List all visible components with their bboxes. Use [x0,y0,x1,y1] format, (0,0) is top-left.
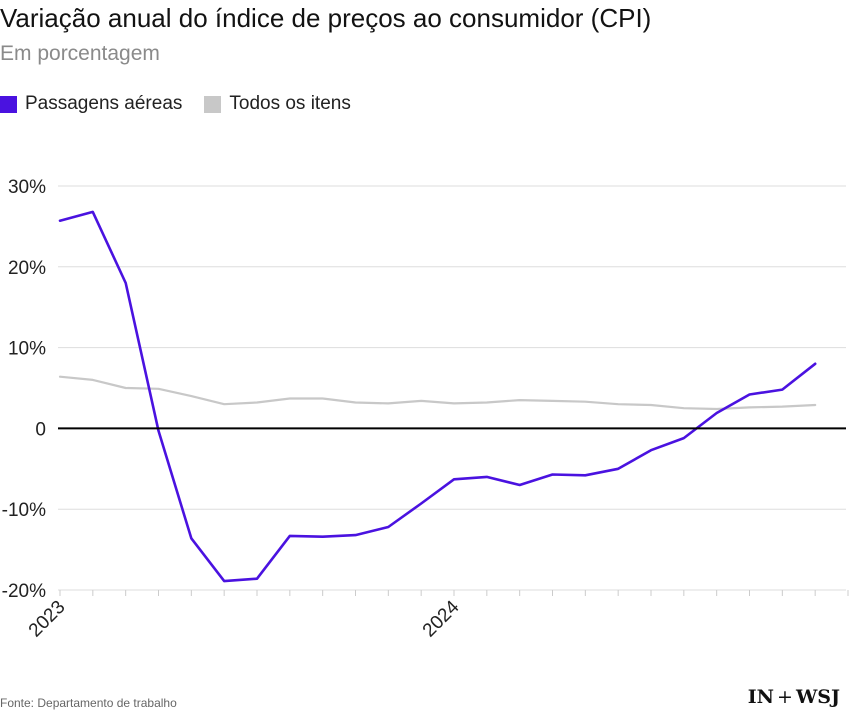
logo-wsj: WSJ [795,686,840,708]
series-line-0 [58,210,817,583]
x-tick-label-1: 2024 [419,596,464,641]
y-tick-label-2: 10% [8,339,46,360]
legend: Passagens aéreas Todos os itens [0,93,373,115]
logo-plus: + [777,686,793,708]
legend-item-airfare: Passagens aéreas [0,93,182,115]
legend-label-airfare: Passagens aéreas [25,93,183,114]
chart-subtitle: Em porcentagem [0,42,160,65]
legend-label-all-items: Todos os itens [229,93,351,114]
series-line-1 [58,375,817,411]
y-tick-label-3: 0 [35,419,46,440]
publisher-logo: IN + WSJ [748,686,840,708]
line-chart: 30% 20% 10% 0 -10% -20%2023 2024 [2,177,849,642]
y-tick-label-1: 20% [8,258,46,279]
legend-swatch-airfare [0,95,17,113]
y-tick-label-5: -20% [2,581,46,602]
logo-in: IN [747,686,775,708]
source-note: Fonte: Departamento de trabalho [0,696,177,710]
x-tick-label-0: 2023 [25,597,70,642]
legend-item-all-items: Todos os itens [204,93,351,115]
y-tick-label-0: 30% [8,177,46,198]
y-tick-label-4: -10% [2,500,46,521]
legend-swatch-all-items [204,95,222,113]
chart-title: Variação anual do índice de preços ao co… [0,3,652,33]
